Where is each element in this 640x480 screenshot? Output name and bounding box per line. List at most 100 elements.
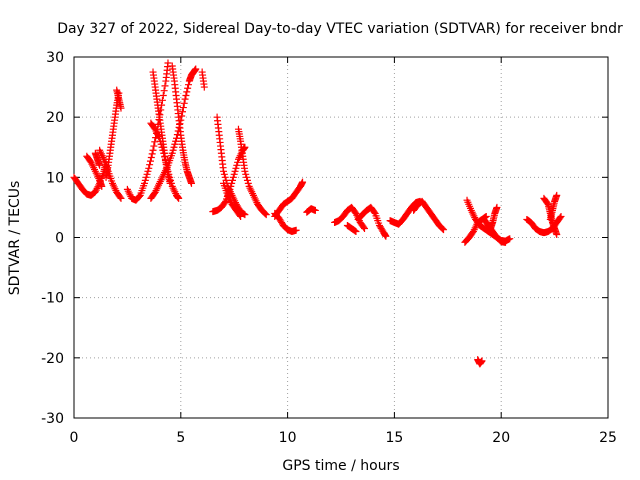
data-point-plus-marker (350, 226, 358, 234)
data-point-plus-marker (159, 146, 167, 154)
data-point-plus-marker (183, 88, 191, 96)
data-point-plus-marker (142, 173, 150, 181)
data-point-plus-marker (150, 142, 158, 150)
data-point-plus-marker (164, 59, 172, 67)
data-point-plus-marker (261, 209, 269, 217)
data-point-plus-marker (236, 211, 244, 219)
data-point-plus-marker (262, 211, 270, 219)
data-point-plus-marker (220, 167, 228, 175)
data-point-plus-marker (170, 143, 178, 151)
data-point-plus-marker (158, 96, 166, 104)
x-tick-labels: 0 5 10 15 20 25 (70, 430, 617, 446)
data-point-plus-marker (506, 235, 514, 243)
x-tick-label: 0 (70, 430, 79, 446)
data-point-plus-marker (439, 225, 447, 233)
data-point-plus-marker (184, 84, 192, 92)
data-series (234, 125, 270, 219)
y-tick-label: 20 (46, 110, 64, 126)
data-point-plus-marker (228, 176, 236, 184)
data-point-plus-marker (501, 238, 509, 246)
chart-title: Day 327 of 2022, Sidereal Day-to-day VTE… (57, 21, 623, 37)
data-series (303, 205, 319, 216)
data-point-plus-marker (159, 92, 167, 100)
data-point-plus-marker (148, 150, 156, 158)
data-point-plus-marker (180, 99, 188, 107)
data-point-plus-marker (438, 224, 446, 232)
data-series (147, 65, 200, 202)
data-series (147, 119, 183, 202)
data-point-plus-marker (299, 178, 307, 186)
data-point-plus-marker (160, 149, 168, 157)
data-series (474, 356, 486, 368)
data-point-plus-marker (440, 226, 448, 234)
y-tick-labels: -30 -20 -10 0 10 20 30 (41, 50, 64, 427)
y-tick-label: -10 (41, 291, 64, 307)
data-point-plus-marker (179, 108, 187, 116)
data-point-plus-marker (242, 170, 250, 178)
data-point-plus-marker (370, 208, 378, 216)
x-tick-label: 25 (599, 430, 617, 446)
data-point-plus-marker (150, 124, 158, 132)
data-point-plus-marker (179, 104, 187, 112)
y-tick-label: 10 (46, 170, 64, 186)
data-series (168, 62, 195, 187)
data-point-plus-marker (117, 194, 125, 202)
data-point-plus-marker (187, 179, 195, 187)
data-point-plus-marker (382, 232, 390, 240)
data-points (70, 59, 565, 368)
data-point-plus-marker (557, 212, 565, 220)
data-point-plus-marker (360, 223, 368, 231)
data-series (70, 158, 110, 199)
data-series (83, 152, 106, 190)
data-point-plus-marker (155, 134, 163, 142)
data-point-plus-marker (150, 190, 158, 198)
data-point-plus-marker (141, 176, 149, 184)
data-point-plus-marker (543, 199, 551, 207)
data-point-plus-marker (168, 149, 176, 157)
data-point-plus-marker (96, 161, 104, 169)
data-point-plus-marker (160, 87, 168, 95)
data-point-plus-marker (157, 140, 165, 148)
data-point-plus-marker (230, 170, 238, 178)
data-point-plus-marker (181, 95, 189, 103)
y-axis-label: SDTVAR / TECUs (7, 181, 23, 296)
data-point-plus-marker (175, 194, 183, 202)
data-point-plus-marker (241, 167, 249, 175)
data-point-plus-marker (200, 83, 208, 91)
data-point-plus-marker (182, 92, 190, 100)
data-series (546, 191, 561, 223)
data-point-plus-marker (145, 164, 153, 172)
data-point-plus-marker (167, 179, 175, 187)
data-point-plus-marker (91, 188, 99, 196)
data-point-plus-marker (469, 229, 477, 237)
data-point-plus-marker (221, 199, 229, 207)
data-point-plus-marker (351, 208, 359, 216)
grid-lines (74, 57, 608, 418)
data-point-plus-marker (98, 182, 106, 190)
x-tick-label: 5 (176, 430, 185, 446)
y-tick-label: -30 (41, 411, 64, 427)
data-point-plus-marker (169, 146, 177, 154)
data-point-plus-marker (161, 153, 169, 161)
data-point-plus-marker (146, 161, 154, 169)
data-series (354, 203, 390, 240)
data-point-plus-marker (233, 161, 241, 169)
data-point-plus-marker (140, 179, 148, 187)
y-tick-label: -20 (41, 351, 64, 367)
data-point-plus-marker (173, 131, 181, 139)
data-point-plus-marker (352, 227, 360, 235)
y-tick-label: 30 (46, 50, 64, 66)
y-tick-label: 0 (55, 231, 64, 247)
data-series (96, 146, 125, 202)
data-point-plus-marker (161, 82, 169, 90)
data-point-plus-marker (156, 137, 164, 145)
data-point-plus-marker (172, 137, 180, 145)
data-point-plus-marker (243, 173, 251, 181)
data-point-plus-marker (556, 214, 564, 222)
x-tick-label: 15 (385, 430, 403, 446)
data-point-plus-marker (231, 167, 239, 175)
data-series (410, 197, 448, 234)
data-point-plus-marker (92, 186, 100, 194)
data-point-plus-marker (311, 206, 319, 214)
